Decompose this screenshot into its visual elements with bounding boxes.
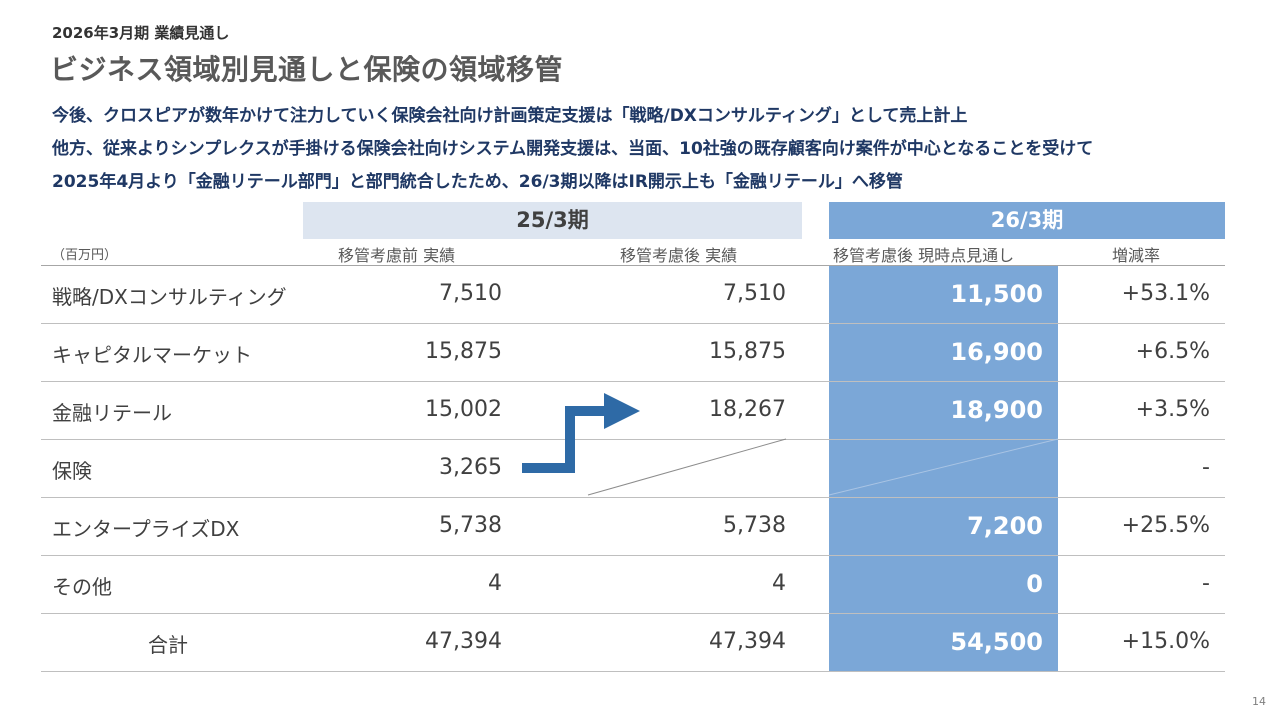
page-supertitle: 2026年3月期 業績見通し [52,24,230,42]
description-line-3: 2025年4月より「金融リテール部門」と部門統合したため、26/3期以降はIR開… [52,172,903,192]
cell-before: 47,394 [425,629,502,654]
cell-forecast: 54,500 [950,628,1043,656]
cell-change: +53.1% [1121,281,1210,306]
row-label: 戦略/DXコンサルティング [52,285,287,309]
row-divider [41,613,1225,614]
row-divider [41,439,1225,440]
cell-change: +15.0% [1121,629,1210,654]
empty-cell-diagonal-after [587,438,787,496]
row-label: 保険 [52,459,92,483]
cell-forecast: 11,500 [950,280,1043,308]
cell-after: 47,394 [709,629,786,654]
row-label: エンタープライズDX [52,517,240,541]
row-divider [41,323,1225,324]
table-top-rule [41,265,1225,266]
column-header-before: 移管考慮前 実績 [338,246,456,265]
cell-before: 15,002 [425,397,502,422]
period-band-26 [829,202,1225,239]
cell-after: 5,738 [723,513,786,538]
cell-before: 3,265 [439,455,502,480]
cell-change: - [1202,571,1210,596]
cell-change: +25.5% [1121,513,1210,538]
cell-after: 4 [772,571,786,596]
page-title: ビジネス領域別見通しと保険の領域移管 [50,53,564,86]
cell-forecast: 0 [1026,570,1043,598]
cell-before: 7,510 [439,281,502,306]
cell-forecast: 7,200 [967,512,1043,540]
row-divider [41,671,1225,672]
cell-before: 15,875 [425,339,502,364]
row-label: その他 [52,575,112,599]
column-header-forecast: 移管考慮後 現時点見通し [833,246,1015,265]
transfer-arrow-shaft [522,406,604,473]
cell-forecast: 16,900 [950,338,1043,366]
period-band-25 [303,202,802,239]
column-header-after: 移管考慮後 実績 [620,246,738,265]
period-label-26: 26/3期 [990,208,1064,232]
cell-change: - [1202,455,1210,480]
cell-before: 4 [488,571,502,596]
forecast-column-shade [829,265,1058,671]
unit-label: （百万円） [52,248,118,263]
cell-forecast: 18,900 [950,396,1043,424]
row-label: 金融リテール [52,401,172,425]
row-divider [41,555,1225,556]
transfer-arrow-icon [604,393,640,429]
row-divider [41,497,1225,498]
cell-after: 7,510 [723,281,786,306]
empty-cell-diagonal-forecast [828,438,1059,496]
page-number: 14 [1252,695,1266,708]
cell-change: +3.5% [1135,397,1210,422]
row-divider [41,381,1225,382]
cell-change: +6.5% [1135,339,1210,364]
row-label: キャピタルマーケット [52,343,252,367]
cell-after: 18,267 [709,397,786,422]
column-header-change: 増減率 [1112,246,1161,265]
cell-after: 15,875 [709,339,786,364]
description-line-2: 他方、従来よりシンプレクスが手掛ける保険会社向けシステム開発支援は、当面、10社… [52,139,1094,159]
description-line-1: 今後、クロスピアが数年かけて注力していく保険会社向け計画策定支援は「戦略/DXコ… [52,106,968,126]
cell-before: 5,738 [439,513,502,538]
row-label: 合計 [148,633,188,657]
period-label-25: 25/3期 [516,208,589,232]
